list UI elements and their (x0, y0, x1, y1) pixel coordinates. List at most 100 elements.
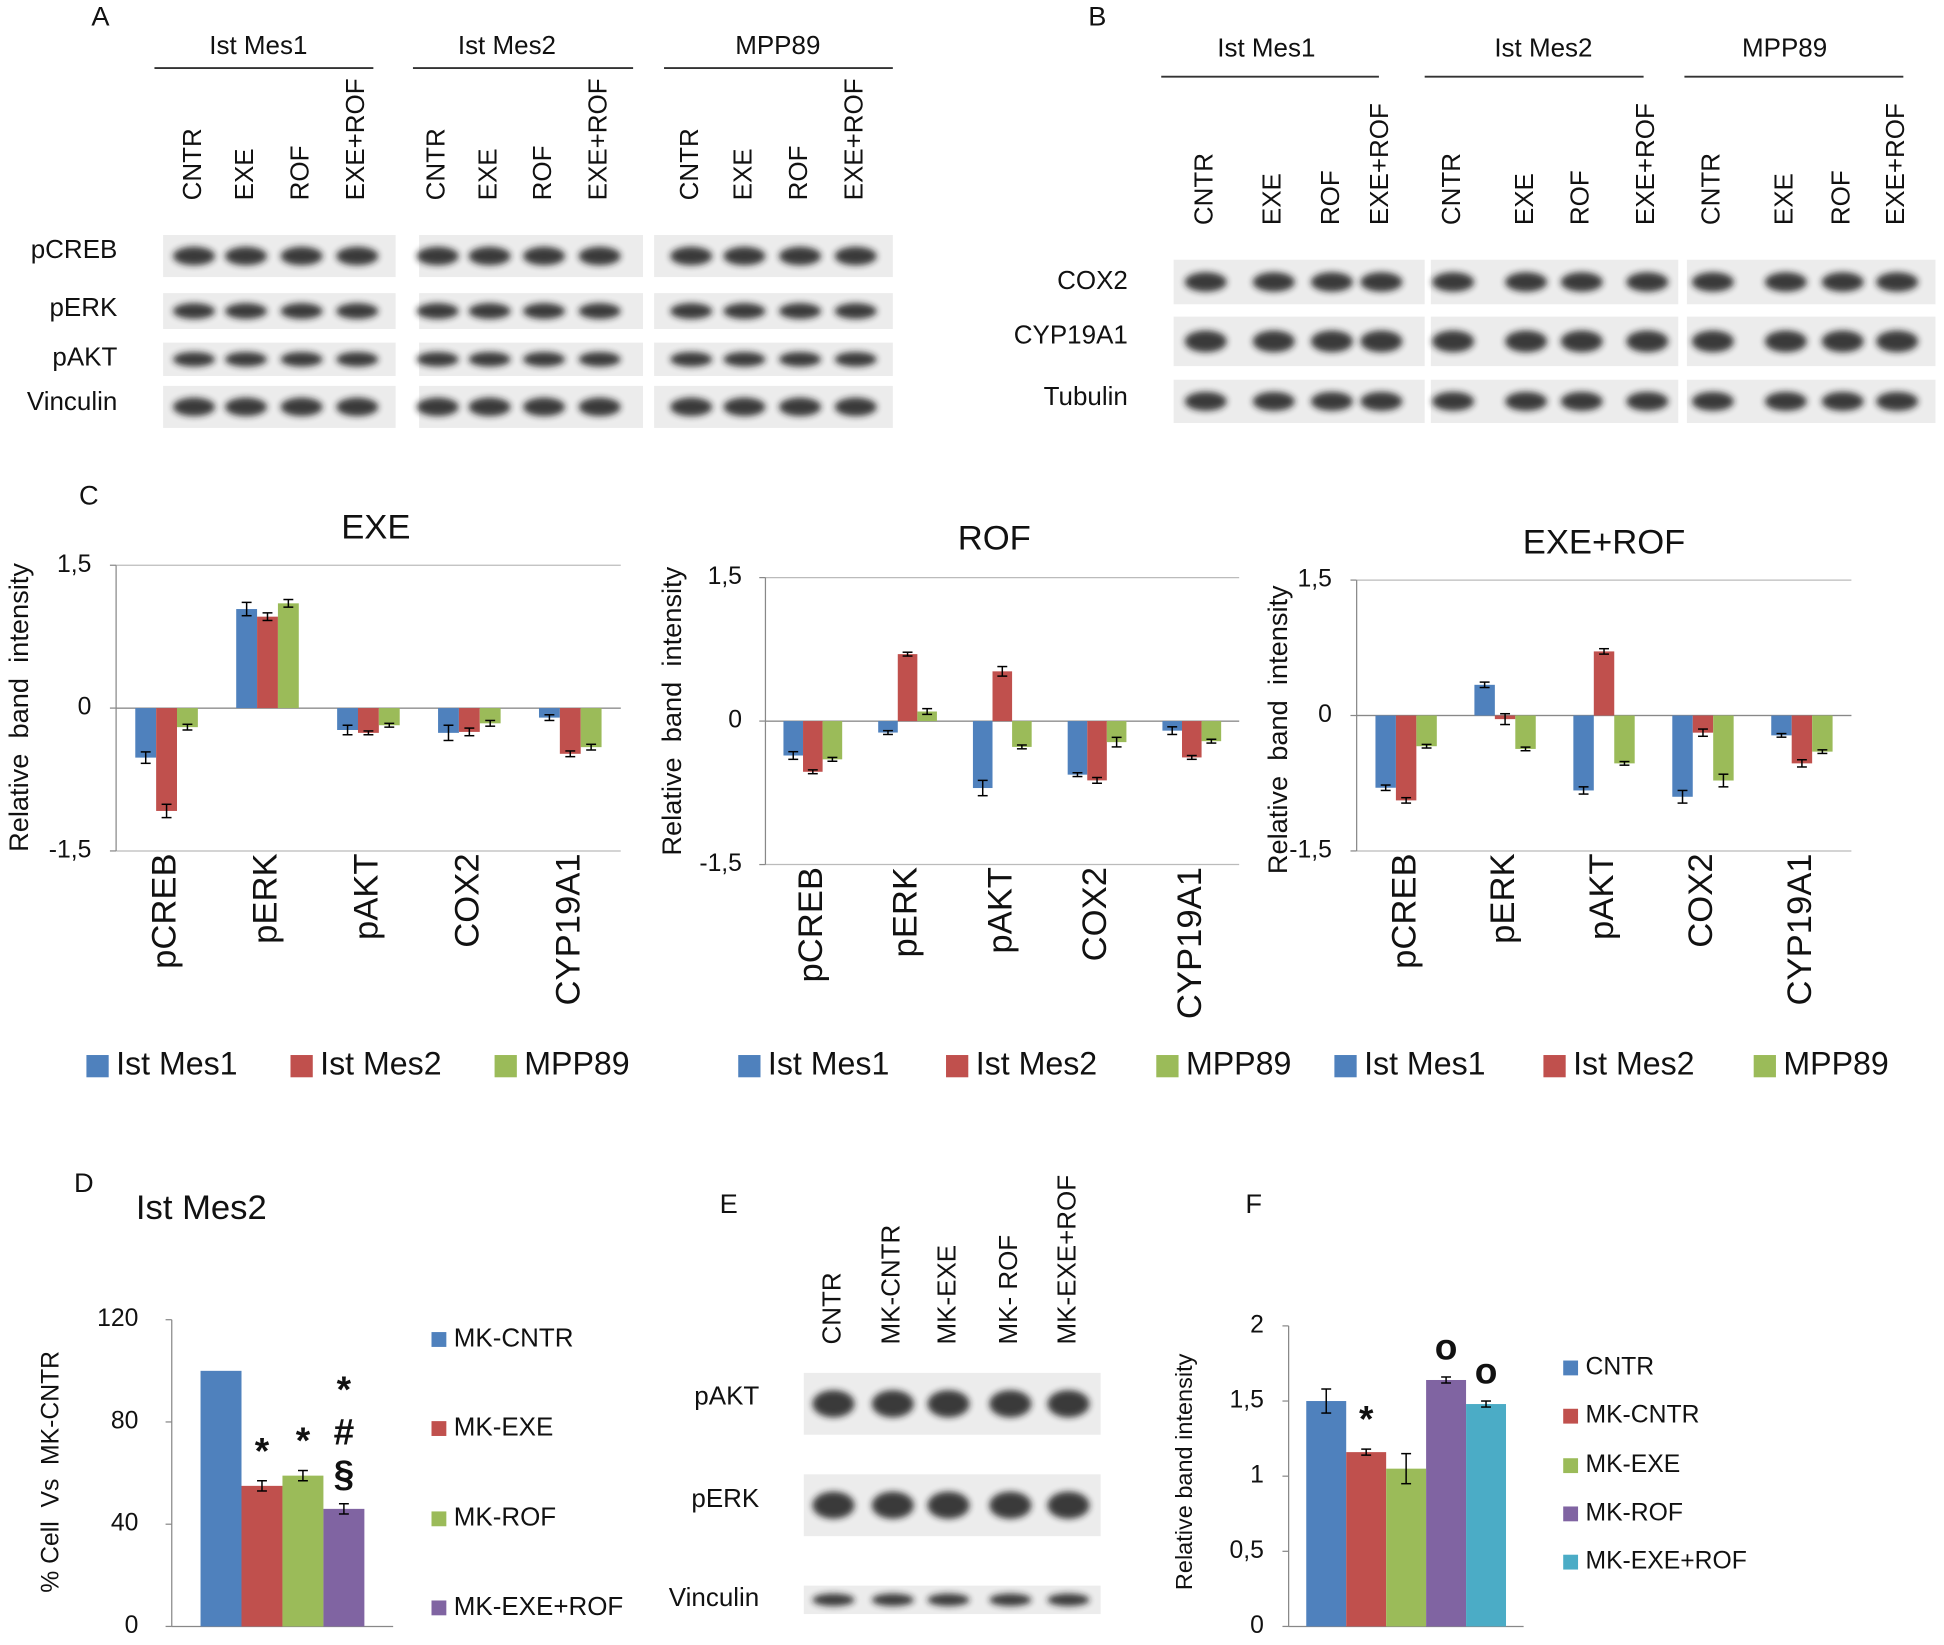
band (779, 351, 822, 367)
band (1184, 391, 1227, 411)
lane-label: CNTR (1696, 153, 1726, 225)
band (989, 1390, 1032, 1418)
band (1310, 330, 1353, 353)
y-tick-label: 0 (78, 694, 92, 721)
y-tick-label: 0 (728, 707, 742, 734)
y-tick-label: 40 (111, 1510, 139, 1537)
band (416, 351, 459, 367)
bar (1087, 721, 1107, 781)
y-tick-label: 1,5 (708, 563, 742, 590)
legend-swatch (1563, 1554, 1579, 1570)
lane-label: CNTR (421, 128, 451, 200)
y-tick-label: 0 (125, 1612, 139, 1639)
band (280, 303, 323, 319)
group-label: Ist Mes1 (1217, 32, 1315, 62)
lane-label: CNTR (674, 128, 704, 200)
band (1432, 272, 1475, 292)
lane-label: EXE (1769, 173, 1799, 225)
band (871, 1491, 914, 1519)
y-tick-label: 1,5 (1298, 566, 1332, 593)
y-tick-label: 1 (1250, 1462, 1264, 1489)
band (578, 351, 621, 367)
row-label: pERK (49, 292, 118, 322)
bar (1573, 715, 1594, 791)
annotation: o (1435, 1326, 1458, 1368)
annotation: * (296, 1419, 311, 1461)
bar (1201, 721, 1222, 742)
band (523, 351, 566, 367)
band (1626, 330, 1669, 353)
band (871, 1593, 914, 1607)
band (1047, 1593, 1090, 1607)
band (989, 1593, 1032, 1607)
bar (378, 708, 400, 726)
band (927, 1390, 970, 1418)
bar (357, 708, 379, 733)
legend-label: MPP89 (524, 1046, 629, 1082)
band (723, 397, 766, 417)
band (1626, 272, 1669, 292)
band (670, 351, 713, 367)
bar (1672, 715, 1693, 797)
row-label: COX2 (1057, 265, 1128, 295)
annotation: § (334, 1452, 355, 1494)
row-label: Tubulin (1044, 381, 1128, 411)
band (1691, 330, 1734, 353)
legend-label: MK-ROF (1585, 1499, 1683, 1526)
annotation: # (334, 1410, 355, 1452)
band (1876, 391, 1919, 411)
band (1560, 391, 1603, 411)
legend-label: MK-EXE (1585, 1451, 1680, 1478)
bar (1306, 1401, 1347, 1627)
group-label: Ist Mes2 (458, 30, 556, 60)
band (1505, 391, 1548, 411)
band (468, 351, 511, 367)
lane-label: ROF (284, 146, 314, 201)
band (336, 246, 379, 266)
bar (1614, 715, 1635, 764)
bar (1416, 715, 1437, 747)
legend-label: Ist Mes1 (768, 1046, 889, 1082)
lane-label: ROF (1565, 170, 1595, 225)
band (1432, 391, 1475, 411)
band (280, 246, 323, 266)
panel-label: C (79, 479, 99, 510)
band (1360, 272, 1403, 292)
band (416, 303, 459, 319)
bar (1466, 1404, 1507, 1627)
chart-title: EXE+ROF (1523, 523, 1686, 561)
lane-label: EXE+ROF (1880, 103, 1910, 225)
group-label: Ist Mes1 (209, 30, 307, 60)
x-tick-label: pAKT (348, 853, 386, 940)
x-tick-label: COX2 (1076, 867, 1114, 961)
legend-label: MPP89 (1186, 1046, 1291, 1082)
bar (1515, 715, 1536, 749)
x-tick-label: COX2 (448, 853, 486, 947)
band (1821, 330, 1864, 353)
legend-label: MK-EXE+ROF (1585, 1548, 1746, 1575)
panel-label: A (91, 1, 110, 32)
chart-title: Ist Mes2 (136, 1189, 267, 1227)
band (578, 246, 621, 266)
band (1821, 272, 1864, 292)
band (812, 1390, 855, 1418)
band (779, 246, 822, 266)
legend-label: MK-EXE (454, 1411, 554, 1441)
band (468, 246, 511, 266)
band (336, 303, 379, 319)
band (1764, 272, 1807, 292)
chart-title: EXE (341, 509, 410, 547)
bar (135, 708, 157, 758)
x-tick-label: pCREB (792, 867, 830, 982)
band (1691, 272, 1734, 292)
x-tick-label: pAKT (1583, 853, 1621, 940)
band (1047, 1390, 1090, 1418)
bar (580, 708, 602, 748)
band (336, 397, 379, 417)
bar (323, 1508, 365, 1627)
x-tick-label: COX2 (1682, 853, 1720, 947)
legend-swatch (1563, 1458, 1579, 1474)
y-tick-label: 0 (1318, 701, 1332, 728)
band (989, 1491, 1032, 1519)
band (1310, 272, 1353, 292)
